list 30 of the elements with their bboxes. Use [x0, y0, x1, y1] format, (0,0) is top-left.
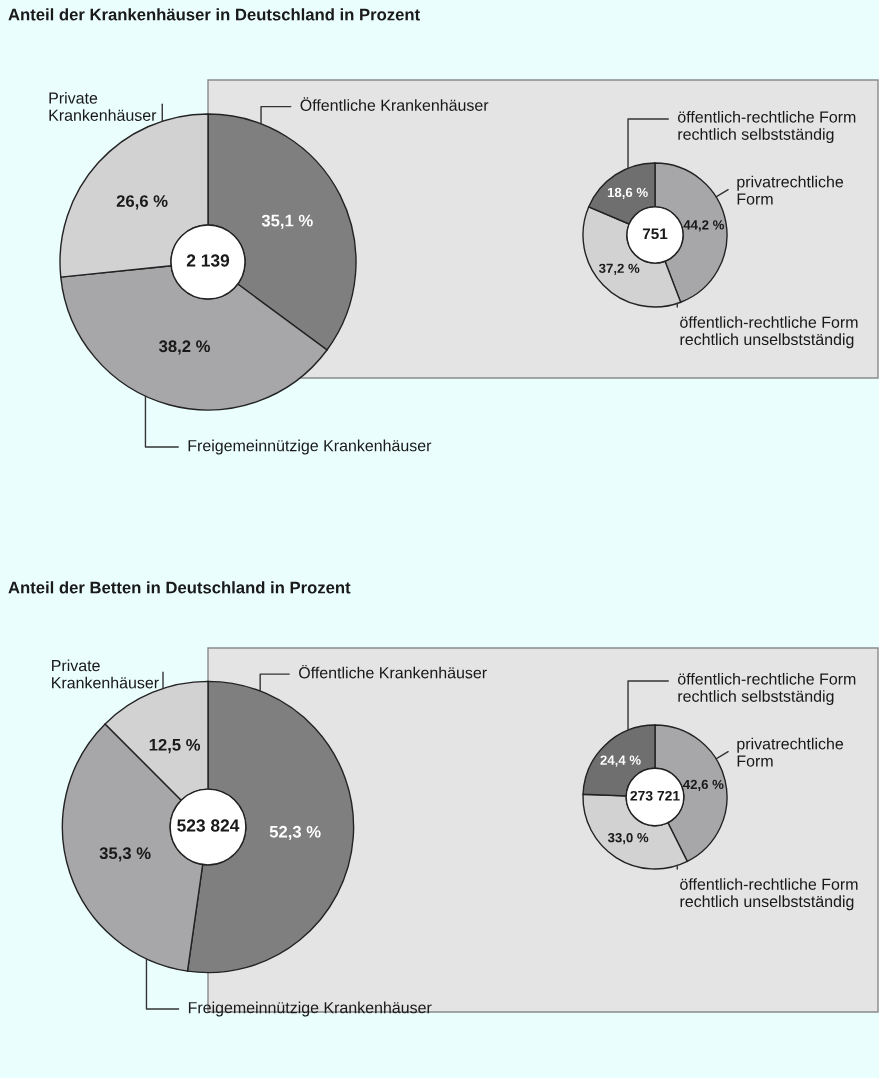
text: 523 824 — [177, 819, 240, 832]
data-label: 24,4 % — [600, 755, 641, 767]
slice-label: Freigemeinnützige Krankenhäuser — [188, 439, 432, 455]
data-label: 33,0 % — [607, 832, 649, 845]
slice-label: öffentlich-rechtliche Form rechtlich unselbstständig — [680, 878, 858, 911]
slice-label: Öffentliche Krankenhäuser — [300, 97, 489, 111]
data-label: 42,6 % — [683, 779, 724, 792]
slice-label: öffentlich-rechtliche Form rechtlich selbstständig — [677, 672, 856, 706]
data-label: 12,5 % — [149, 738, 201, 754]
text: 751 — [642, 228, 668, 240]
data-label: 52,3 % — [269, 825, 321, 841]
text: 2 139 — [186, 254, 230, 267]
data-label: 35,3 % — [99, 847, 151, 862]
data-label: 44,2 % — [683, 220, 725, 232]
data-label: 38,2 % — [158, 340, 211, 355]
slice-label: Freigemeinnützige Krankenhäuser — [188, 1001, 432, 1017]
chart-title: Anteil der Betten in Deutschland in Prozent — [8, 581, 351, 594]
data-label: 35,1 % — [261, 214, 313, 229]
slice-label: Private Krankenhäuser — [52, 659, 159, 689]
text: 273 721 — [630, 790, 680, 801]
chart-title: Anteil der Krankenhäuser in Deutschland in Prozent — [8, 8, 420, 21]
slice-label: Private Krankenhäuser — [49, 92, 157, 121]
slice-label: öffentlich-rechtliche Form rechtlich selbstständig — [677, 110, 856, 144]
slice-label: Öffentliche Krankenhäuser — [299, 664, 487, 679]
data-label: 26,6 % — [116, 195, 168, 210]
data-label: 37,2 % — [598, 263, 640, 275]
slice-label: öffentlich-rechtliche Form rechtlich unselbstständig — [680, 316, 858, 349]
slice-label: privatrechtliche Form — [737, 175, 844, 205]
data-label: 18,6 % — [607, 187, 648, 200]
slice-label: privatrechtliche Form — [737, 737, 844, 767]
